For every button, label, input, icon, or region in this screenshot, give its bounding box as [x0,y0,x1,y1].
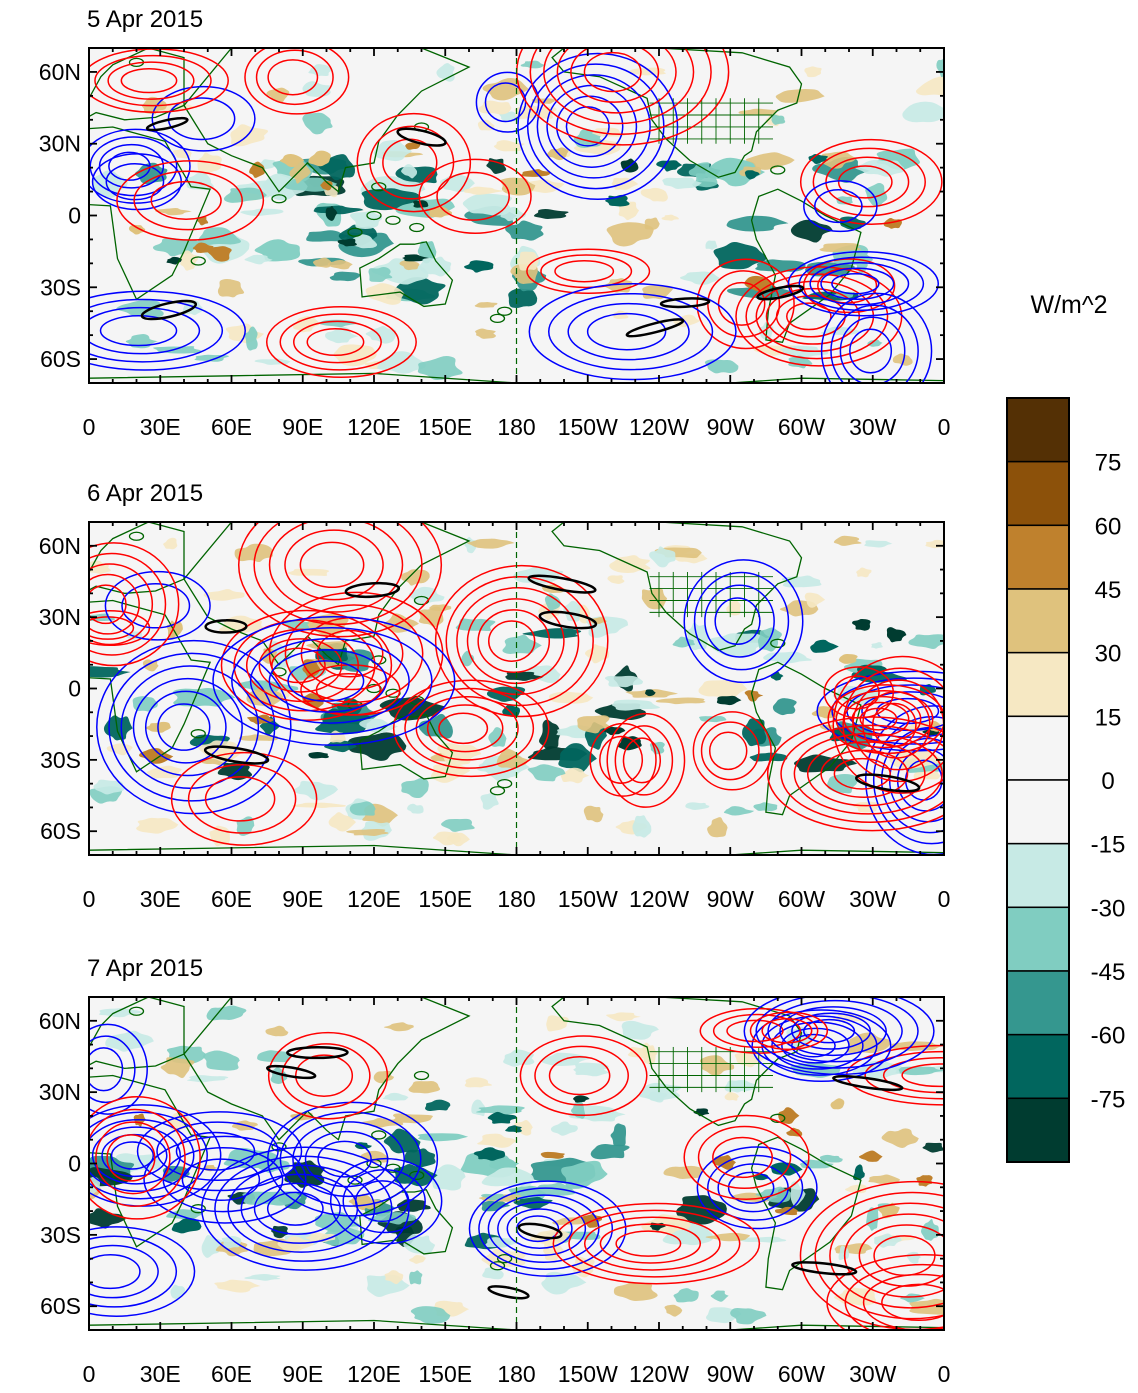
lon-tick-label: 150W [558,1361,618,1387]
colorbar-label: 45 [1095,577,1122,604]
contours [89,997,944,1330]
axis-ticks [88,522,945,855]
lat-tick-label: 60S [40,818,81,844]
lon-tick-label: 60E [211,1361,252,1387]
us-state-borders [649,571,773,618]
lon-tick-label: 90E [282,886,323,912]
lon-tick-label: 0 [83,886,96,912]
lat-tick-label: 0 [68,1151,81,1177]
lon-tick-label: 30E [140,886,181,912]
lon-tick-label: 120W [629,886,689,912]
axis-ticks [88,48,945,383]
lat-tick-label: 0 [68,676,81,702]
lon-tick-label: 120E [347,886,401,912]
colorbar-swatch [1006,779,1070,845]
lon-tick-label: 90W [707,886,755,912]
colorbar-label: 60 [1095,513,1122,540]
colorbar-swatch [1006,524,1070,590]
lon-tick-label: 90E [282,414,323,440]
lon-tick-label: 30E [140,414,181,440]
lat-tick-label: 30S [40,274,81,300]
lon-tick-label: 120W [629,1361,689,1387]
colorbar-label: 30 [1095,641,1122,668]
lat-tick-label: 60S [40,346,81,372]
lon-tick-label: 0 [938,1361,951,1387]
lon-tick-label: 0 [83,1361,96,1387]
colorbar-swatch [1006,1097,1070,1163]
colorbar-frame [1006,397,1070,1163]
lon-tick-label: 60W [778,1361,826,1387]
lon-tick-label: 150E [418,414,472,440]
lon-tick-label: 0 [83,414,96,440]
lon-tick-label: 180 [497,1361,535,1387]
lat-tick-label: 30N [39,604,81,630]
colorbar-swatch [1006,715,1070,781]
lon-tick-label: 90E [282,1361,323,1387]
lat-tick-label: 60S [40,1293,81,1319]
lon-tick-label: 60W [778,414,826,440]
lat-tick-label: 0 [68,203,81,229]
panel-title: 7 Apr 2015 [87,955,203,982]
lon-tick-label: 180 [497,886,535,912]
lon-tick-label: 60E [211,886,252,912]
colorbar-swatch [1006,460,1070,527]
lon-tick-label: 30W [849,414,897,440]
shaded-field [91,57,944,380]
lat-tick-label: 30N [39,131,81,157]
colorbar-label: -30 [1091,895,1126,922]
panel-title: 5 Apr 2015 [87,6,203,33]
colorbar-label: -15 [1091,832,1126,859]
contours [89,522,944,855]
lon-tick-label: 150E [418,886,472,912]
colorbar-label: 15 [1095,704,1122,731]
colorbar-swatch [1006,397,1070,463]
lon-tick-label: 90W [707,1361,755,1387]
lon-tick-label: 0 [938,414,951,440]
colorbar-label: -60 [1091,1023,1126,1050]
axis-ticks [88,997,945,1330]
colorbar-label: 75 [1095,450,1122,477]
lon-tick-label: 30W [849,886,897,912]
lon-tick-label: 60E [211,414,252,440]
lon-tick-label: 120W [629,414,689,440]
colorbar-swatch [1006,651,1070,718]
contours [89,48,943,383]
lon-tick-label: 90W [707,414,755,440]
lon-tick-label: 30W [849,1361,897,1387]
lon-tick-label: 30E [140,1361,181,1387]
colorbar-swatch [1006,906,1070,972]
lat-tick-label: 30S [40,747,81,773]
lat-tick-label: 60N [39,533,81,559]
lon-tick-label: 0 [938,886,951,912]
colorbar-label: -45 [1091,959,1126,986]
lat-tick-label: 30S [40,1222,81,1248]
colorbar-swatch [1006,1033,1070,1100]
lon-tick-label: 150W [558,414,618,440]
lat-tick-label: 30N [39,1079,81,1105]
colorbar-swatch [1006,588,1070,654]
lon-tick-label: 120E [347,414,401,440]
lon-tick-label: 180 [497,414,535,440]
colorbar-label: 0 [1101,768,1114,795]
colorbar-swatch [1006,842,1070,909]
lon-tick-label: 150W [558,886,618,912]
colorbar-swatch [1006,970,1070,1036]
lon-tick-label: 150E [418,1361,472,1387]
lat-tick-label: 60N [39,1008,81,1034]
colorbar-units: W/m^2 [1030,291,1107,319]
lon-tick-label: 60W [778,886,826,912]
panel-title: 6 Apr 2015 [87,480,203,507]
colorbar: W/m^2 75 60 45 30 15 0 -15 -30 -45 -60 -75 [1006,291,1126,1163]
colorbar-label: -75 [1091,1086,1126,1113]
lat-tick-label: 60N [39,59,81,85]
lon-tick-label: 120E [347,1361,401,1387]
